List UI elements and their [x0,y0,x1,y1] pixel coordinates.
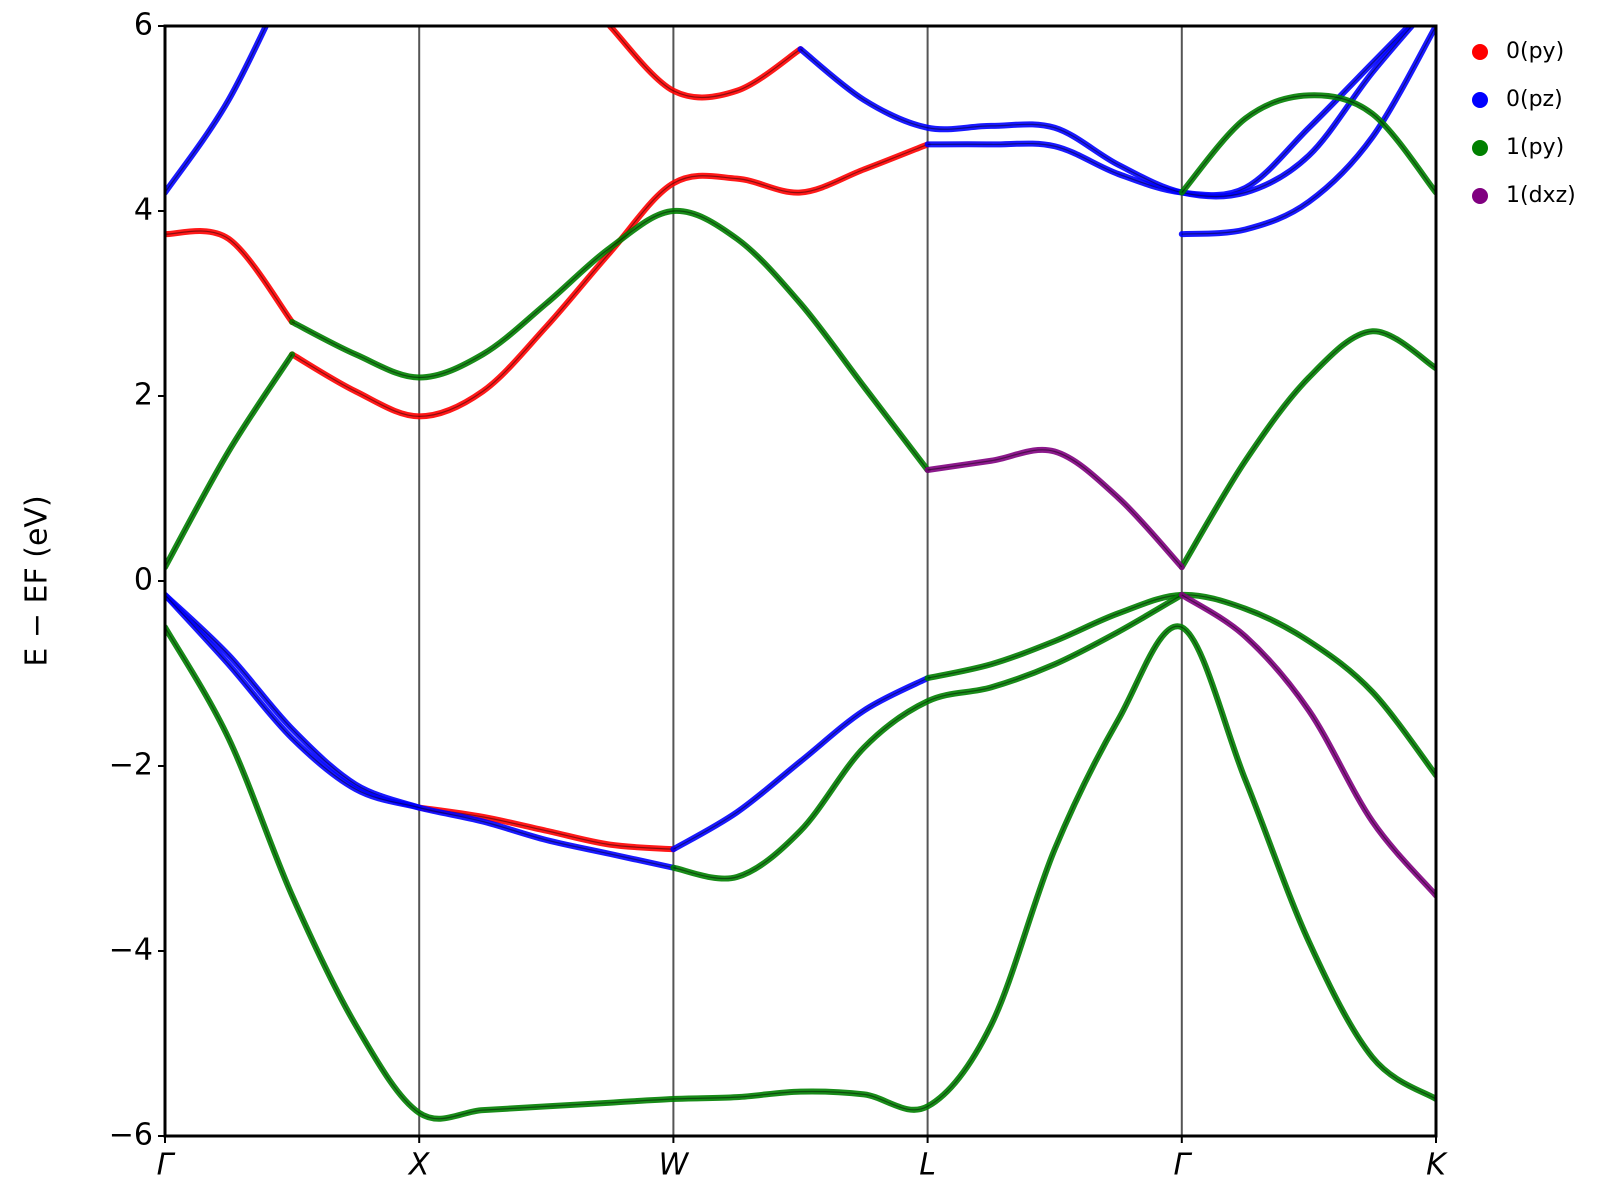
x-tick-label: Γ [157,1148,176,1183]
band-line [606,26,804,101]
band-line [289,207,1436,571]
band-core [291,210,1436,568]
band-line [165,228,296,325]
legend-marker [1472,44,1488,60]
legend-label: 1(py) [1506,135,1564,160]
legend-marker [1472,140,1488,156]
band-core [419,807,674,850]
band-core [291,143,928,417]
x-tick-label: Γ [1173,1148,1192,1183]
x-tick-label: W [659,1148,690,1183]
band-core [800,26,1413,198]
legend-label: 0(pz) [1506,87,1563,112]
band-core [165,594,674,869]
band-line [289,141,931,420]
band-core [927,449,1183,568]
legend-marker [1472,92,1488,108]
band-line [670,591,1185,882]
y-tick-label: 2 [134,378,153,413]
band-core [165,26,267,193]
band-core [165,230,293,323]
x-tick-label: X [407,1148,431,1183]
band-line [1178,92,1436,196]
y-tick-label: 6 [134,8,153,43]
band-line [797,26,1416,200]
y-tick-label: 0 [134,563,153,598]
band-line [165,351,296,571]
y-tick-label: −6 [109,1118,153,1153]
x-tick-label: K [1426,1148,1448,1183]
band-line [165,591,677,871]
band-line [1178,26,1436,238]
y-tick-label: 4 [134,193,153,228]
ticks: Γ X W L Γ K −6 −4 −2 0 2 4 6 [109,8,1448,1183]
band-line [165,26,270,196]
band-core [1181,94,1436,193]
band-core [609,26,801,99]
band-core [165,354,293,568]
y-axis-label: E − EF (eV) [20,495,55,666]
legend-label: 1(dxz) [1506,183,1576,208]
x-tick-label: L [919,1148,936,1183]
band-line [924,446,1185,571]
band-core [1181,26,1436,235]
band-core [165,594,928,850]
band-line [165,623,1436,1122]
band-line [1178,591,1436,899]
legend-marker [1472,188,1488,204]
y-tick-label: −4 [109,933,153,968]
plot-area [165,26,1436,1122]
band-line [165,591,931,853]
band-line [416,804,677,853]
legend: 0(py) 0(pz) 1(py) 1(dxz) [1472,39,1576,208]
band-core [1181,594,1436,896]
legend-label: 0(py) [1506,39,1564,64]
band-core [673,594,1183,880]
y-tick-label: −2 [109,748,153,783]
band-core [165,625,1436,1120]
